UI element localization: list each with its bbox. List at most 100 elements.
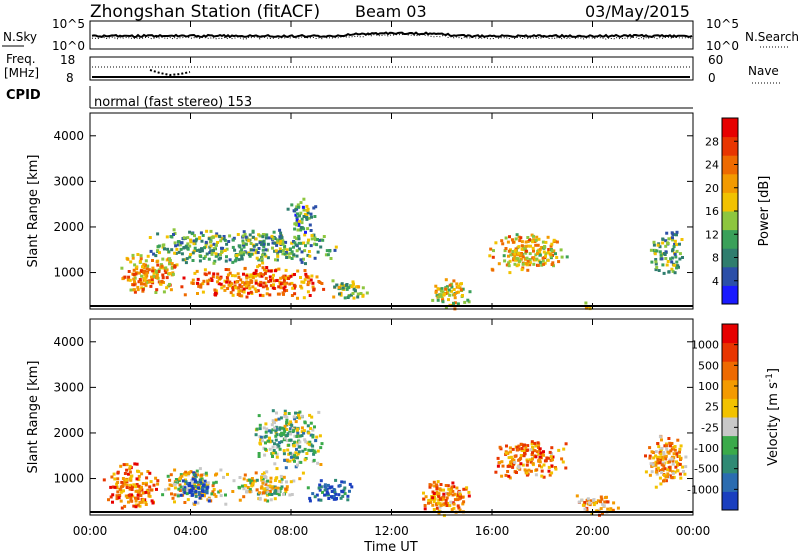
heatmap-cell — [668, 474, 672, 478]
heatmap-cell — [455, 291, 459, 295]
heatmap-cell — [261, 481, 265, 485]
heatmap-cell — [215, 275, 219, 279]
heatmap-cell — [538, 464, 541, 468]
heatmap-cell — [288, 459, 292, 463]
heatmap-cell — [549, 244, 553, 248]
heatmap-cell — [450, 285, 454, 289]
heatmap-cell — [264, 441, 267, 445]
y-tick-label: 4000 — [53, 335, 84, 349]
heatmap-cell — [324, 253, 328, 257]
heatmap-cell — [248, 233, 252, 237]
heatmap-cell — [257, 263, 261, 267]
heatmap-cell — [190, 232, 194, 236]
colorbar-segment — [722, 229, 738, 249]
heatmap-cell — [313, 256, 317, 260]
heatmap-cell — [511, 447, 515, 451]
heatmap-cell — [584, 301, 588, 305]
heatmap-cell — [283, 244, 287, 248]
heatmap-cell — [671, 269, 675, 273]
heatmap-cell — [134, 272, 138, 276]
heatmap-cell — [652, 456, 656, 460]
heatmap-cell — [457, 497, 461, 501]
heatmap-cell — [534, 238, 538, 242]
heatmap-cell — [538, 247, 542, 251]
heatmap-cell — [651, 463, 655, 467]
heatmap-cell — [302, 197, 306, 201]
heatmap-cell — [260, 259, 264, 262]
heatmap-cell — [128, 464, 132, 468]
heatmap-cell — [333, 248, 337, 252]
heatmap-cell — [507, 264, 511, 268]
heatmap-cell — [268, 275, 272, 279]
heatmap-cell — [644, 454, 647, 458]
heatmap-cell — [334, 245, 338, 249]
heatmap-cell — [155, 487, 158, 491]
heatmap-cell — [141, 491, 145, 495]
heatmap-cell — [504, 451, 508, 455]
heatmap-cell — [203, 255, 207, 259]
heatmap-cell — [504, 473, 508, 477]
heatmap-cell — [252, 272, 256, 275]
heatmap-cell — [233, 248, 237, 252]
heatmap-cell — [668, 468, 672, 472]
heatmap-cell — [134, 267, 138, 271]
heatmap-cell — [662, 464, 666, 468]
heatmap-cell — [144, 275, 148, 279]
heatmap-cell — [285, 248, 289, 252]
heatmap-cell — [297, 247, 301, 251]
heatmap-cell — [282, 438, 286, 442]
heatmap-cell — [242, 272, 245, 276]
heatmap-cell — [324, 486, 328, 490]
heatmap-cell — [226, 287, 230, 290]
heatmap-cell — [265, 493, 269, 497]
heatmap-cell — [303, 278, 307, 282]
heatmap-cell — [199, 480, 203, 484]
heatmap-cell — [258, 293, 262, 297]
heatmap-cell — [136, 503, 140, 507]
heatmap-cell — [295, 249, 299, 253]
heatmap-cell — [225, 280, 229, 284]
colorbar-tick-label: 500 — [698, 359, 719, 372]
heatmap-cell — [279, 487, 283, 490]
heatmap-cell — [674, 465, 678, 469]
heatmap-cell — [127, 500, 130, 504]
heatmap-cell — [278, 447, 282, 451]
heatmap-cell — [202, 256, 206, 260]
heatmap-cell — [544, 252, 548, 256]
heatmap-cell — [448, 283, 452, 287]
heatmap-cell — [254, 251, 258, 255]
heatmap-cell — [212, 242, 216, 246]
heatmap-cell — [439, 483, 443, 486]
heatmap-cell — [515, 256, 519, 260]
heatmap-cell — [290, 250, 294, 254]
heatmap-cell — [606, 507, 610, 511]
heatmap-cell — [513, 254, 517, 258]
heatmap-cell — [347, 286, 350, 290]
heatmap-cell — [438, 505, 442, 509]
heatmap-cell — [501, 464, 505, 468]
colorbar-segment — [722, 361, 738, 381]
heatmap-cell — [542, 450, 545, 454]
heatmap-cell — [522, 449, 526, 452]
heatmap-cell — [306, 227, 310, 231]
heatmap-cell — [526, 460, 530, 464]
heatmap-cell — [279, 286, 283, 290]
heatmap-cell — [261, 248, 265, 252]
heatmap-cell — [293, 440, 297, 444]
heatmap-cell — [437, 492, 441, 496]
heatmap-cell — [541, 259, 545, 263]
heatmap-cell — [252, 244, 256, 248]
heatmap-cell — [658, 435, 662, 439]
heatmap-cell — [192, 471, 196, 475]
heatmap-cell — [550, 242, 554, 246]
heatmap-cell — [327, 497, 331, 500]
heatmap-cell — [543, 245, 547, 249]
heatmap-cell — [150, 278, 154, 281]
heatmap-cell — [661, 263, 665, 267]
heatmap-cell — [656, 466, 660, 470]
heatmap-cell — [507, 254, 510, 258]
heatmap-cell — [262, 446, 266, 450]
heatmap-cell — [283, 429, 287, 433]
heatmap-cell — [507, 261, 511, 265]
